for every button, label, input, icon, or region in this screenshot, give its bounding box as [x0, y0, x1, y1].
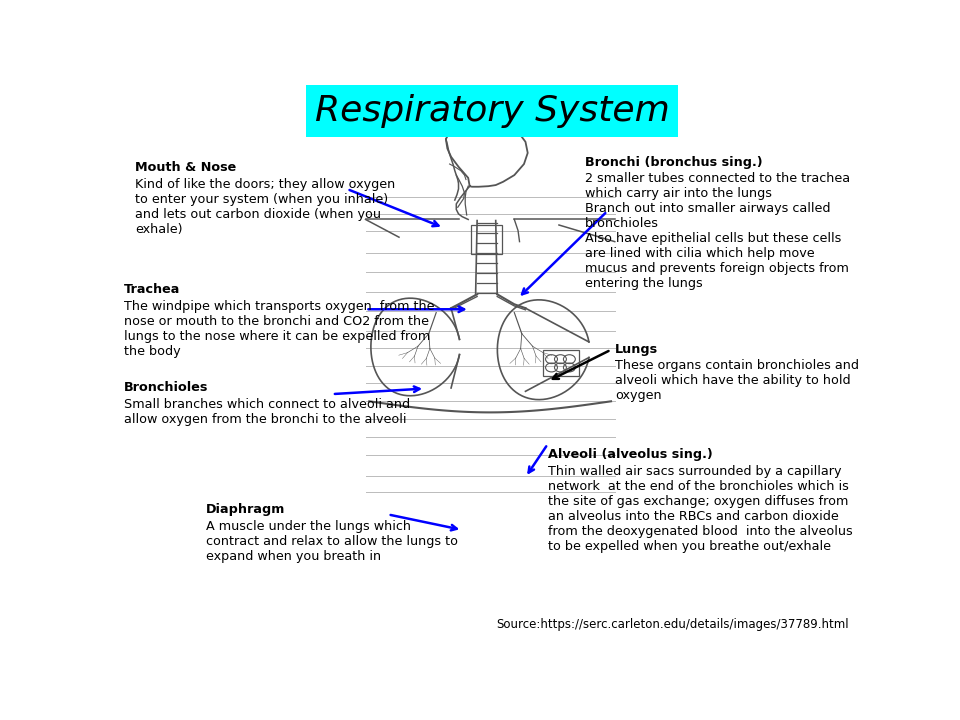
- Text: Diaphragm: Diaphragm: [205, 503, 285, 516]
- Text: These organs contain bronchioles and
alveoli which have the ability to hold
oxyg: These organs contain bronchioles and alv…: [614, 359, 859, 402]
- Text: Kind of like the doors; they allow oxygen
to enter your system (when you inhale): Kind of like the doors; they allow oxyge…: [134, 178, 396, 236]
- Text: 2 smaller tubes connected to the trachea
which carry air into the lungs
Branch o: 2 smaller tubes connected to the trachea…: [585, 172, 851, 290]
- Text: Thin walled air sacs surrounded by a capillary
network  at the end of the bronch: Thin walled air sacs surrounded by a cap…: [548, 464, 852, 552]
- Text: A muscle under the lungs which
contract and relax to allow the lungs to
expand w: A muscle under the lungs which contract …: [205, 520, 458, 563]
- Text: Bronchioles: Bronchioles: [124, 382, 208, 395]
- Text: Lungs: Lungs: [614, 343, 658, 356]
- Text: Bronchi (bronchus sing.): Bronchi (bronchus sing.): [585, 156, 762, 168]
- Text: Respiratory System: Respiratory System: [315, 94, 669, 128]
- Text: Alveoli (alveolus sing.): Alveoli (alveolus sing.): [548, 448, 712, 461]
- Text: Trachea: Trachea: [124, 283, 180, 296]
- Text: The windpipe which transports oxygen  from the
nose or mouth to the bronchi and : The windpipe which transports oxygen fro…: [124, 300, 434, 358]
- Text: Mouth & Nose: Mouth & Nose: [134, 161, 236, 174]
- Text: Small branches which connect to alveoli and
allow oxygen from the bronchi to the: Small branches which connect to alveoli …: [124, 398, 410, 426]
- Text: Source:https://serc.carleton.edu/details/images/37789.html: Source:https://serc.carleton.edu/details…: [496, 618, 849, 631]
